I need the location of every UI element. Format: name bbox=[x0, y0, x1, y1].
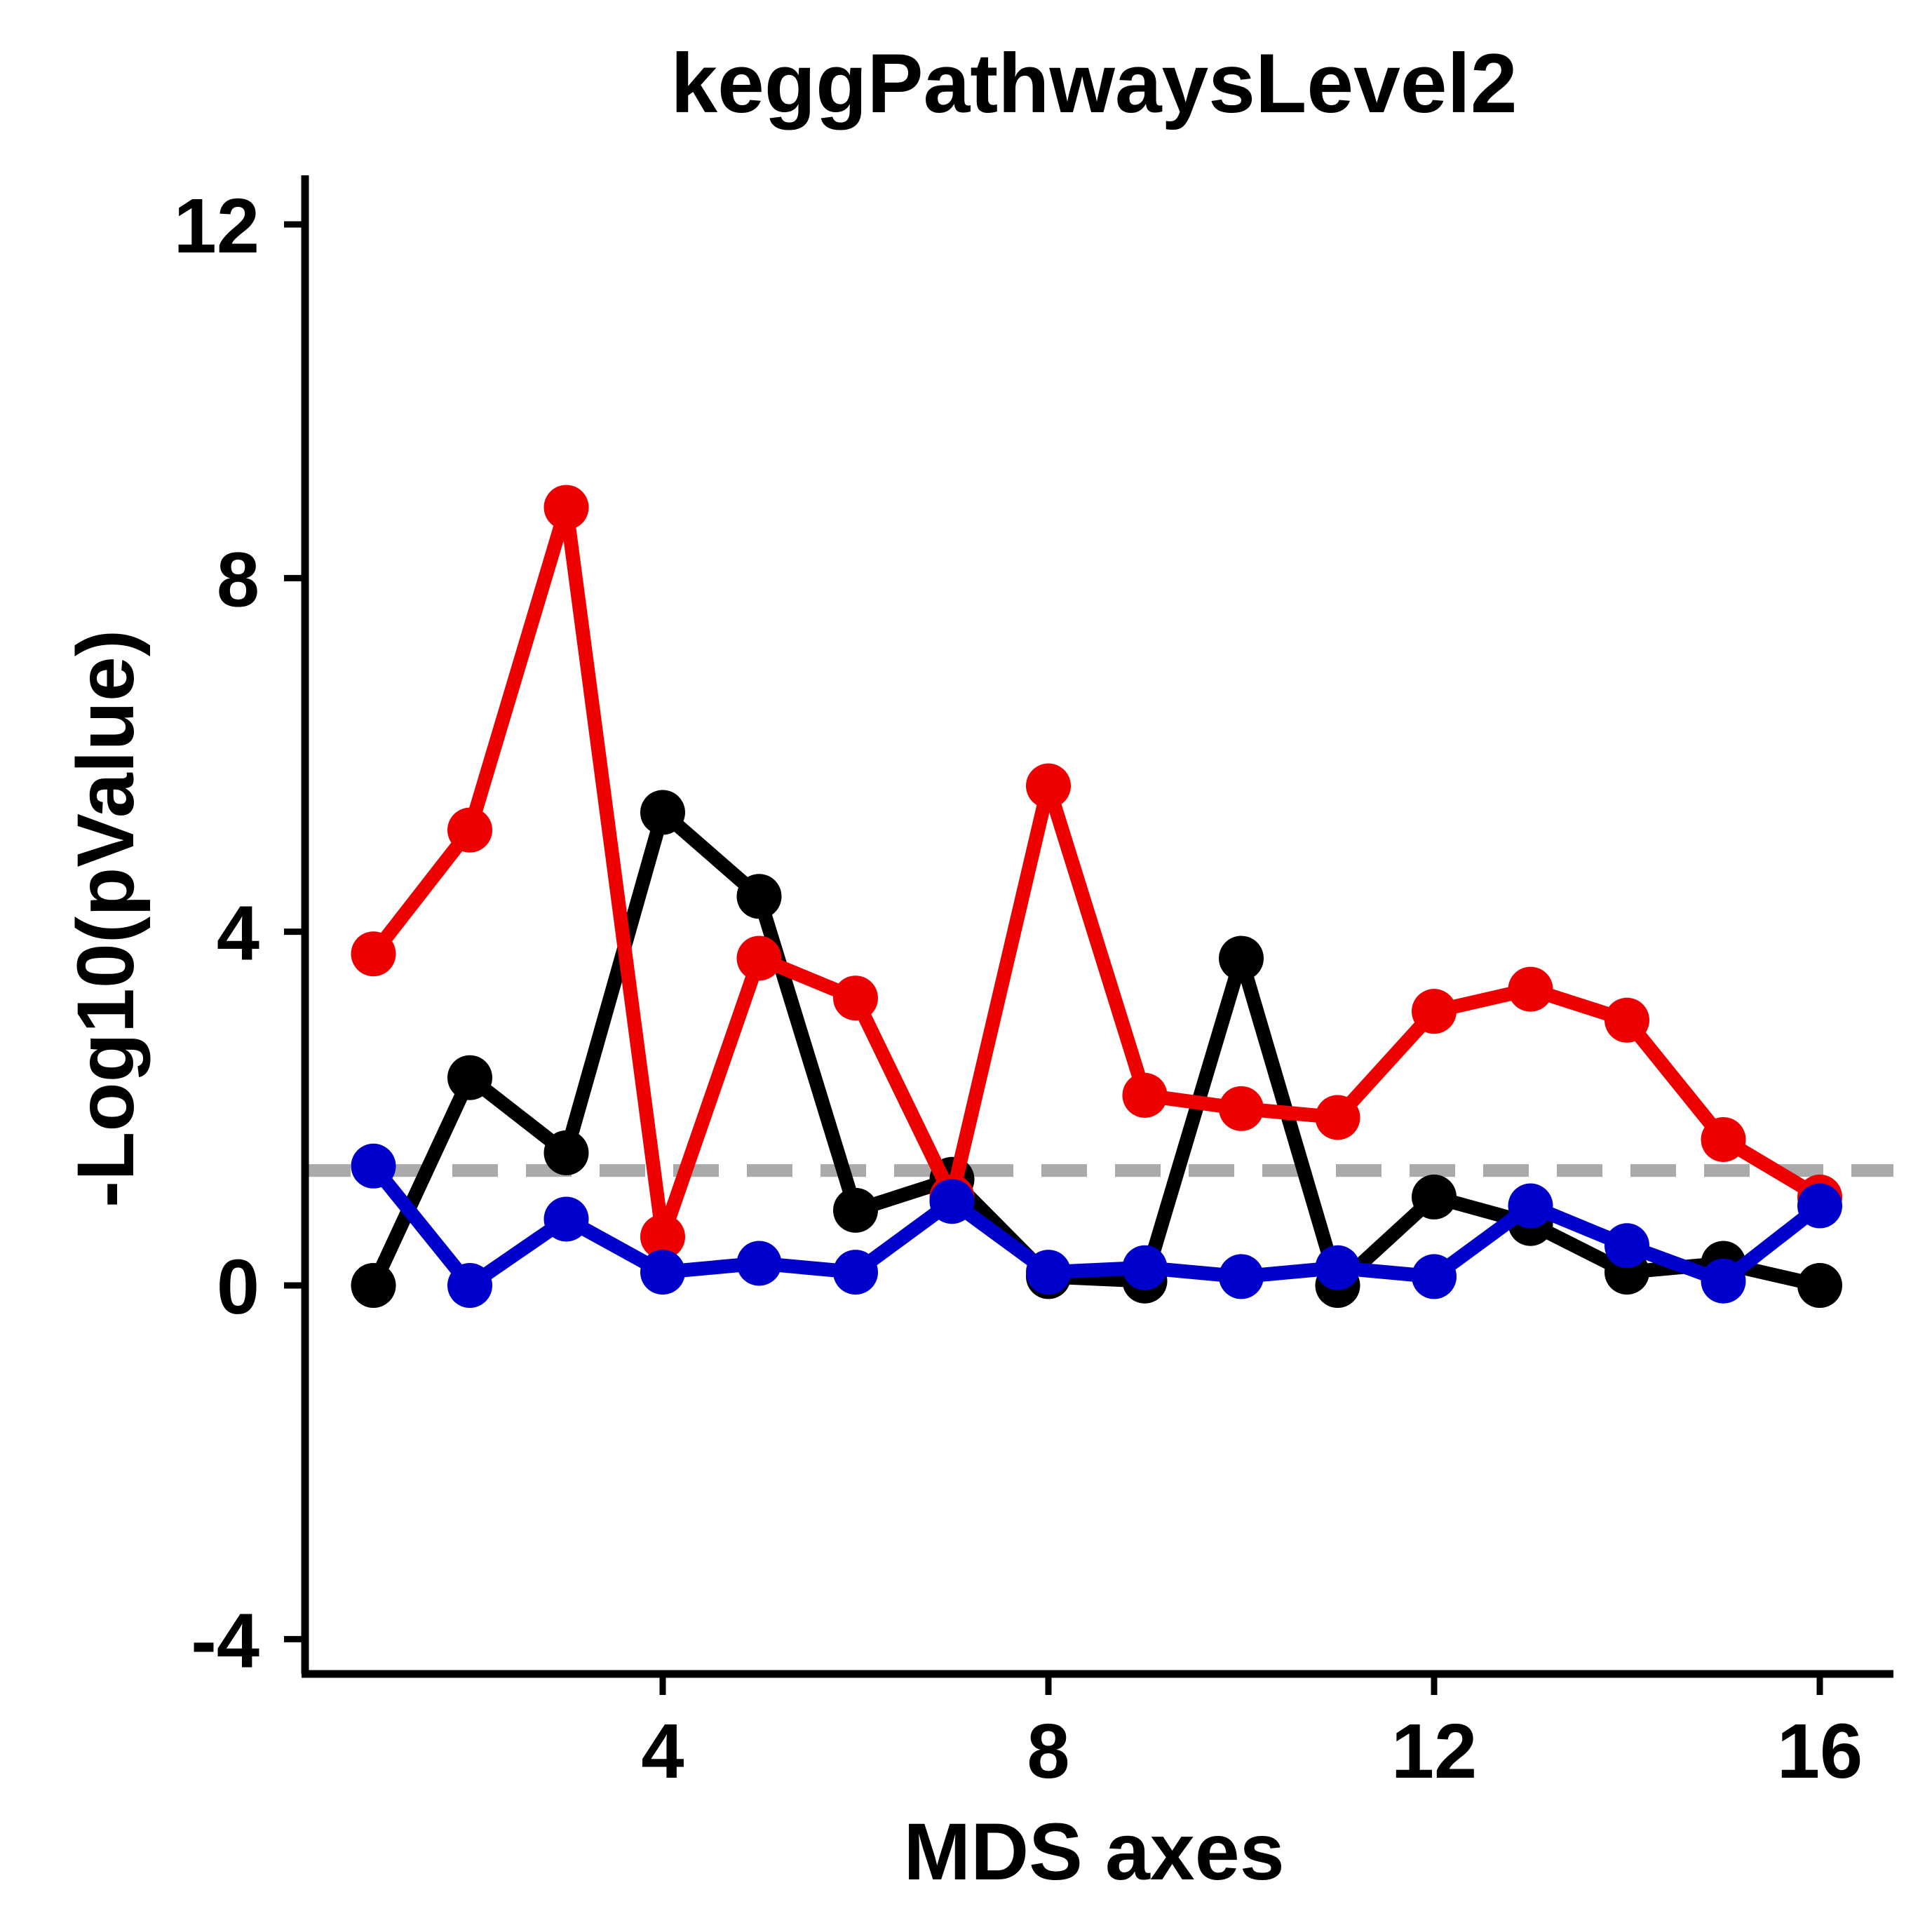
y-tick-label-2: 4 bbox=[217, 891, 259, 977]
series-0-point-5 bbox=[833, 1187, 878, 1233]
series-2-point-0 bbox=[351, 1143, 396, 1189]
series-0-point-3 bbox=[640, 790, 685, 835]
y-tick-label-3: 8 bbox=[217, 536, 259, 623]
series-1-point-7 bbox=[1026, 763, 1071, 809]
series-2-point-3 bbox=[640, 1250, 685, 1295]
series-1-point-0 bbox=[351, 931, 396, 977]
series-2-point-13 bbox=[1605, 1223, 1649, 1269]
series-1-point-9 bbox=[1219, 1086, 1264, 1131]
series-2-point-1 bbox=[447, 1263, 492, 1308]
series-0-point-11 bbox=[1412, 1174, 1457, 1220]
x-axis-label: MDS axes bbox=[903, 1807, 1284, 1897]
series-2-point-8 bbox=[1122, 1245, 1168, 1290]
x-tick-label-0: 4 bbox=[641, 1708, 684, 1795]
series-1-point-1 bbox=[447, 807, 492, 853]
series-2-point-11 bbox=[1412, 1254, 1457, 1299]
x-tick-label-1: 8 bbox=[1027, 1708, 1069, 1795]
plot-area bbox=[305, 485, 1893, 1308]
series-2-point-7 bbox=[1026, 1250, 1071, 1295]
x-tick-label-2: 12 bbox=[1391, 1708, 1477, 1795]
ticks-layer: -4 0 4 8 12 4 8 12 16 bbox=[174, 183, 1863, 1795]
series-2-point-14 bbox=[1701, 1258, 1746, 1304]
series-2-point-10 bbox=[1315, 1245, 1360, 1290]
axes-layer bbox=[301, 175, 1893, 1678]
chart-title: keggPathwaysLevel2 bbox=[670, 36, 1517, 130]
series-0-point-9 bbox=[1219, 935, 1264, 981]
series-1-point-11 bbox=[1412, 989, 1457, 1034]
series-1-point-5 bbox=[833, 975, 878, 1021]
series-1-point-2 bbox=[543, 485, 589, 530]
series-1-point-12 bbox=[1508, 966, 1553, 1012]
series-layer bbox=[351, 485, 1842, 1308]
series-0-point-0 bbox=[351, 1263, 396, 1308]
series-2-point-2 bbox=[543, 1196, 589, 1242]
series-1-point-3 bbox=[640, 1214, 685, 1259]
series-1-point-13 bbox=[1605, 997, 1649, 1043]
series-1-point-10 bbox=[1315, 1095, 1360, 1140]
y-tick-label-4: 12 bbox=[174, 183, 259, 269]
series-1-point-14 bbox=[1701, 1116, 1746, 1162]
series-line-2 bbox=[366, 1158, 1827, 1292]
series-0-point-2 bbox=[543, 1130, 589, 1175]
series-2-point-9 bbox=[1219, 1254, 1264, 1299]
y-tick-label-1: 0 bbox=[217, 1244, 259, 1330]
x-tick-label-3: 16 bbox=[1777, 1708, 1863, 1795]
series-line-1 bbox=[366, 500, 1827, 1244]
series-2-point-12 bbox=[1508, 1183, 1553, 1229]
series-line-0 bbox=[366, 805, 1827, 1292]
series-2-point-4 bbox=[736, 1241, 782, 1286]
series-0-point-1 bbox=[447, 1055, 492, 1100]
series-2-point-6 bbox=[929, 1179, 975, 1224]
y-axis-label: -Log10(pValue) bbox=[61, 630, 151, 1208]
series-1-point-4 bbox=[736, 935, 782, 981]
y-tick-label-0: -4 bbox=[191, 1597, 259, 1684]
series-0-point-15 bbox=[1797, 1263, 1842, 1308]
series-1-point-8 bbox=[1122, 1072, 1168, 1118]
series-0-point-4 bbox=[736, 874, 782, 919]
series-2-point-15 bbox=[1797, 1183, 1842, 1229]
series-2-point-5 bbox=[833, 1250, 878, 1295]
